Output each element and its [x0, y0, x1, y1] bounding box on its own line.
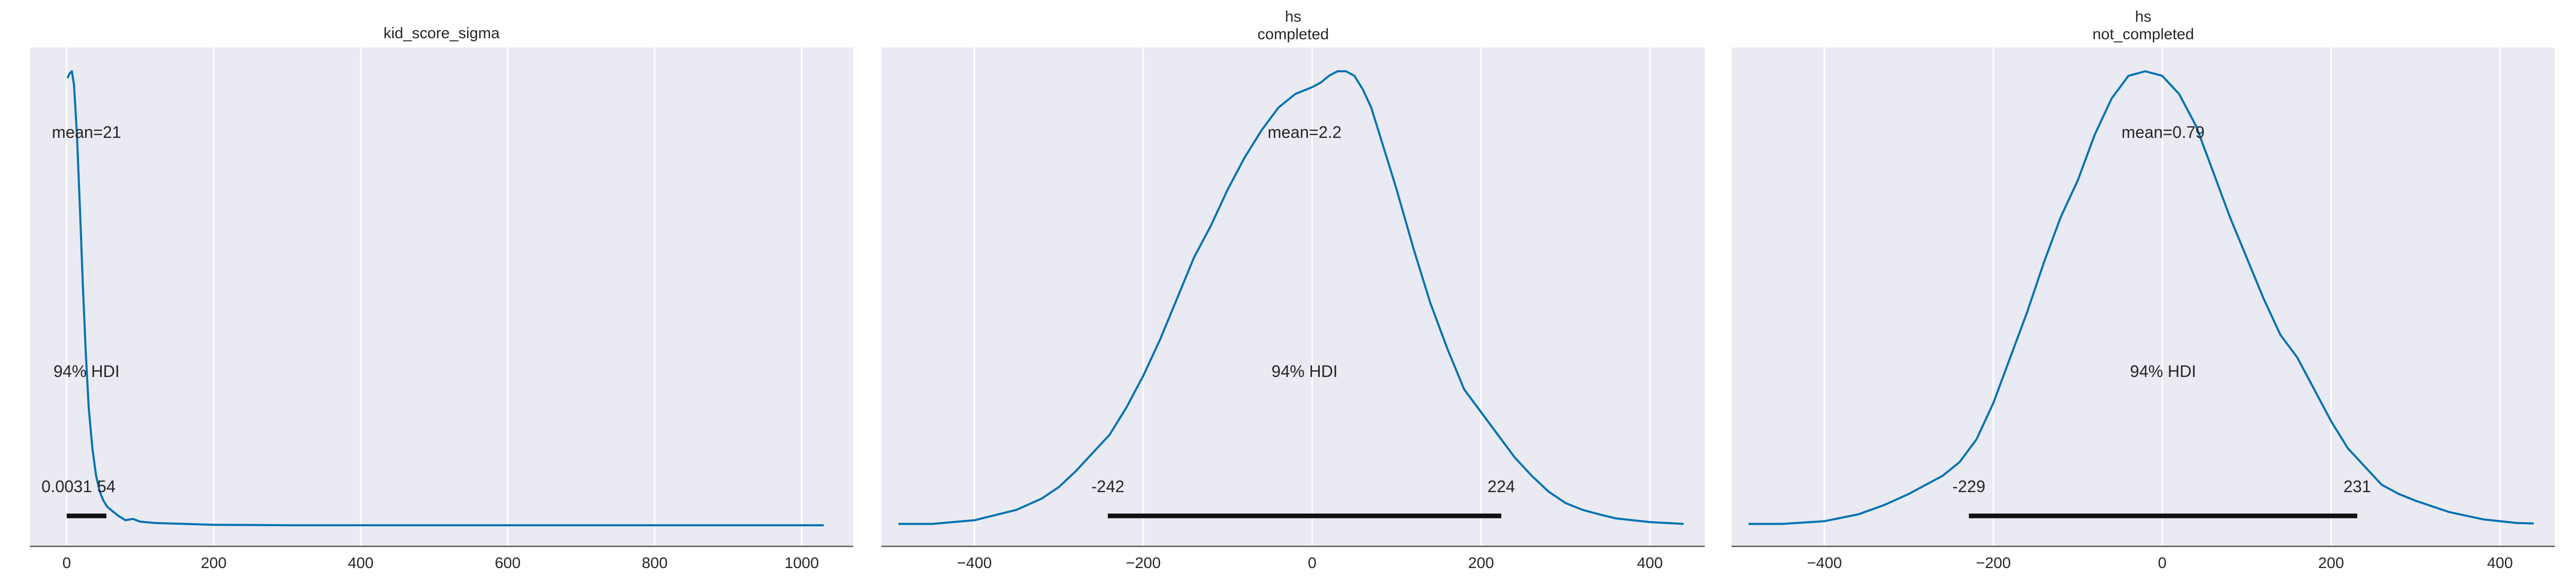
- panel-title: completed: [1257, 26, 1329, 43]
- hdi-high-label: 224: [1487, 477, 1515, 496]
- plot-area: [882, 48, 1705, 546]
- x-tick-label: −400: [1807, 555, 1842, 572]
- x-tick-label: 400: [348, 555, 374, 572]
- x-tick-label: 400: [2487, 555, 2513, 572]
- panel-title: not_completed: [2092, 26, 2194, 43]
- x-tick-label: 600: [495, 555, 521, 572]
- mean-label: mean=21: [52, 123, 121, 141]
- x-tick-label: 0: [1308, 555, 1317, 572]
- hdi-caption: 94% HDI: [1272, 362, 1338, 381]
- x-tick-label: 800: [642, 555, 667, 572]
- panel-title: hs: [2135, 8, 2152, 25]
- hdi-caption: 94% HDI: [54, 362, 120, 381]
- panel-title: kid_score_sigma: [383, 25, 500, 42]
- x-tick-label: 200: [1468, 555, 1494, 572]
- panel-1: 0 200 400 600 800 1000 kid_score_sigma 0.0031 54…: [30, 25, 853, 572]
- x-tick-label: −200: [1976, 555, 2011, 572]
- x-tick-label: 400: [1637, 555, 1663, 572]
- plot-area: [30, 48, 853, 546]
- hdi-caption: 94% HDI: [2130, 362, 2196, 381]
- x-tick-label: −200: [1126, 555, 1161, 572]
- hdi-low-label: -229: [1953, 477, 1986, 496]
- x-tick-label: 0: [2158, 555, 2167, 572]
- density-line: [898, 70, 1684, 525]
- hdi-high-label: 231: [2344, 477, 2371, 496]
- plot-area: [1732, 48, 2555, 546]
- mean-label: mean=0.79: [2121, 123, 2204, 141]
- hdi-high-label: 54: [97, 477, 116, 496]
- panel-title: hs: [1285, 8, 1302, 25]
- hdi-low-label: -242: [1091, 477, 1124, 496]
- x-tick-label: −400: [957, 555, 992, 572]
- hdi-low-label: 0.0031: [41, 477, 92, 496]
- mean-label: mean=2.2: [1268, 123, 1341, 141]
- x-tick-label: 200: [201, 555, 227, 572]
- x-tick-label: 0: [62, 555, 71, 572]
- density-line: [1748, 70, 2534, 525]
- x-tick-label: 1000: [785, 555, 819, 572]
- x-tick-label: 200: [2318, 555, 2344, 572]
- density-line: [66, 70, 824, 527]
